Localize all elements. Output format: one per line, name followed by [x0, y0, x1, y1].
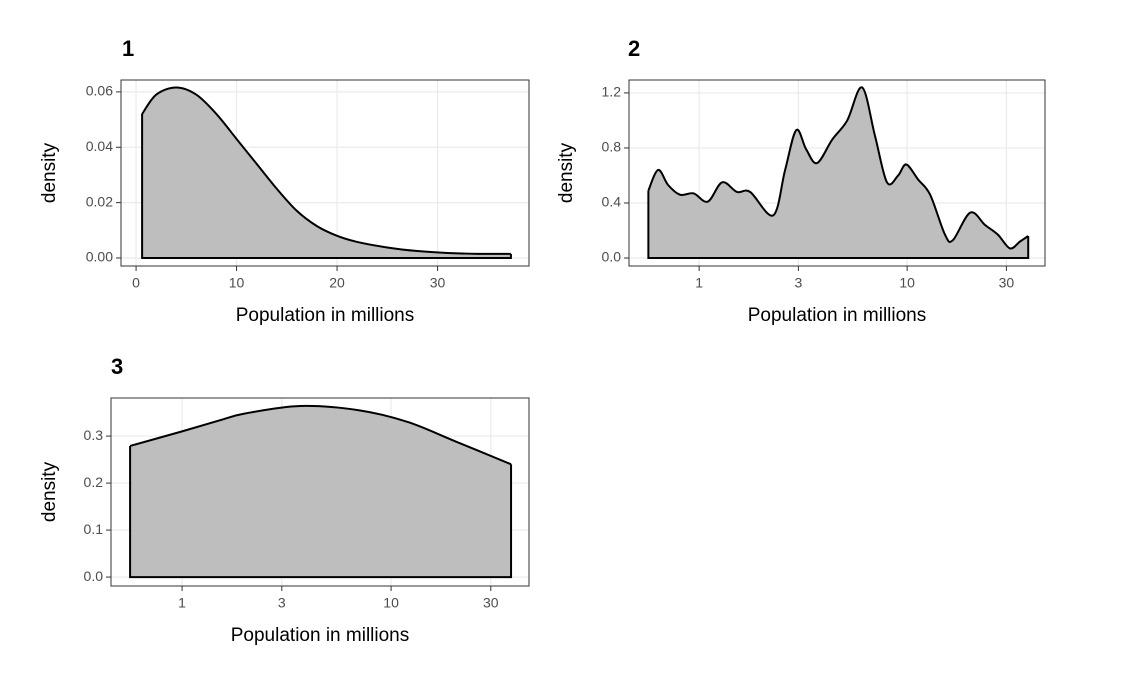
x-tick-label: 3	[794, 275, 802, 291]
density-base-outline	[647, 190, 1030, 260]
density-fill	[130, 405, 512, 578]
x-tick-label: 1	[695, 275, 703, 291]
density-fill	[648, 87, 1029, 259]
plot-border	[120, 79, 530, 267]
panel-title: 2	[628, 36, 640, 61]
y-axis-title: density	[39, 461, 60, 522]
x-tick-label: 30	[430, 275, 446, 291]
density-base-outline	[141, 114, 512, 259]
density-base-outline	[129, 445, 513, 579]
density-curve	[129, 404, 512, 466]
y-tick-label: 0.0	[84, 568, 104, 584]
panel-title: 1	[122, 36, 134, 61]
y-tick-label: 1.2	[602, 84, 622, 100]
x-axis-title: Population in millions	[236, 305, 415, 326]
y-tick-label: 0.04	[86, 138, 113, 154]
x-tick-label: 0	[132, 275, 140, 291]
plot-border	[110, 397, 530, 587]
y-axis-title: density	[39, 142, 60, 203]
x-tick-label: 10	[899, 275, 915, 291]
y-tick-label: 0.06	[86, 83, 113, 99]
x-axis-title: Population in millions	[231, 625, 410, 646]
panel-title: 3	[111, 354, 123, 379]
y-tick-label: 0.0	[602, 249, 622, 265]
x-tick-label: 30	[483, 595, 499, 611]
x-tick-label: 30	[999, 275, 1015, 291]
y-axis-title: density	[556, 142, 577, 203]
density-curve	[141, 86, 511, 255]
plot-border	[628, 79, 1046, 267]
y-tick-label: 0.4	[602, 194, 622, 210]
y-tick-label: 0.3	[84, 427, 104, 443]
y-tick-label: 0.2	[84, 474, 104, 490]
x-tick-label: 20	[329, 275, 345, 291]
y-tick-label: 0.02	[86, 193, 113, 209]
y-tick-label: 0.8	[602, 139, 622, 155]
y-tick-label: 0.1	[84, 521, 104, 537]
y-tick-label: 0.00	[86, 249, 113, 265]
density-curve	[647, 86, 1029, 250]
density-fill	[142, 87, 511, 258]
x-tick-label: 3	[278, 595, 286, 611]
x-tick-label: 10	[229, 275, 245, 291]
x-tick-label: 10	[383, 595, 399, 611]
x-tick-label: 1	[178, 595, 186, 611]
x-axis-title: Population in millions	[748, 305, 927, 326]
